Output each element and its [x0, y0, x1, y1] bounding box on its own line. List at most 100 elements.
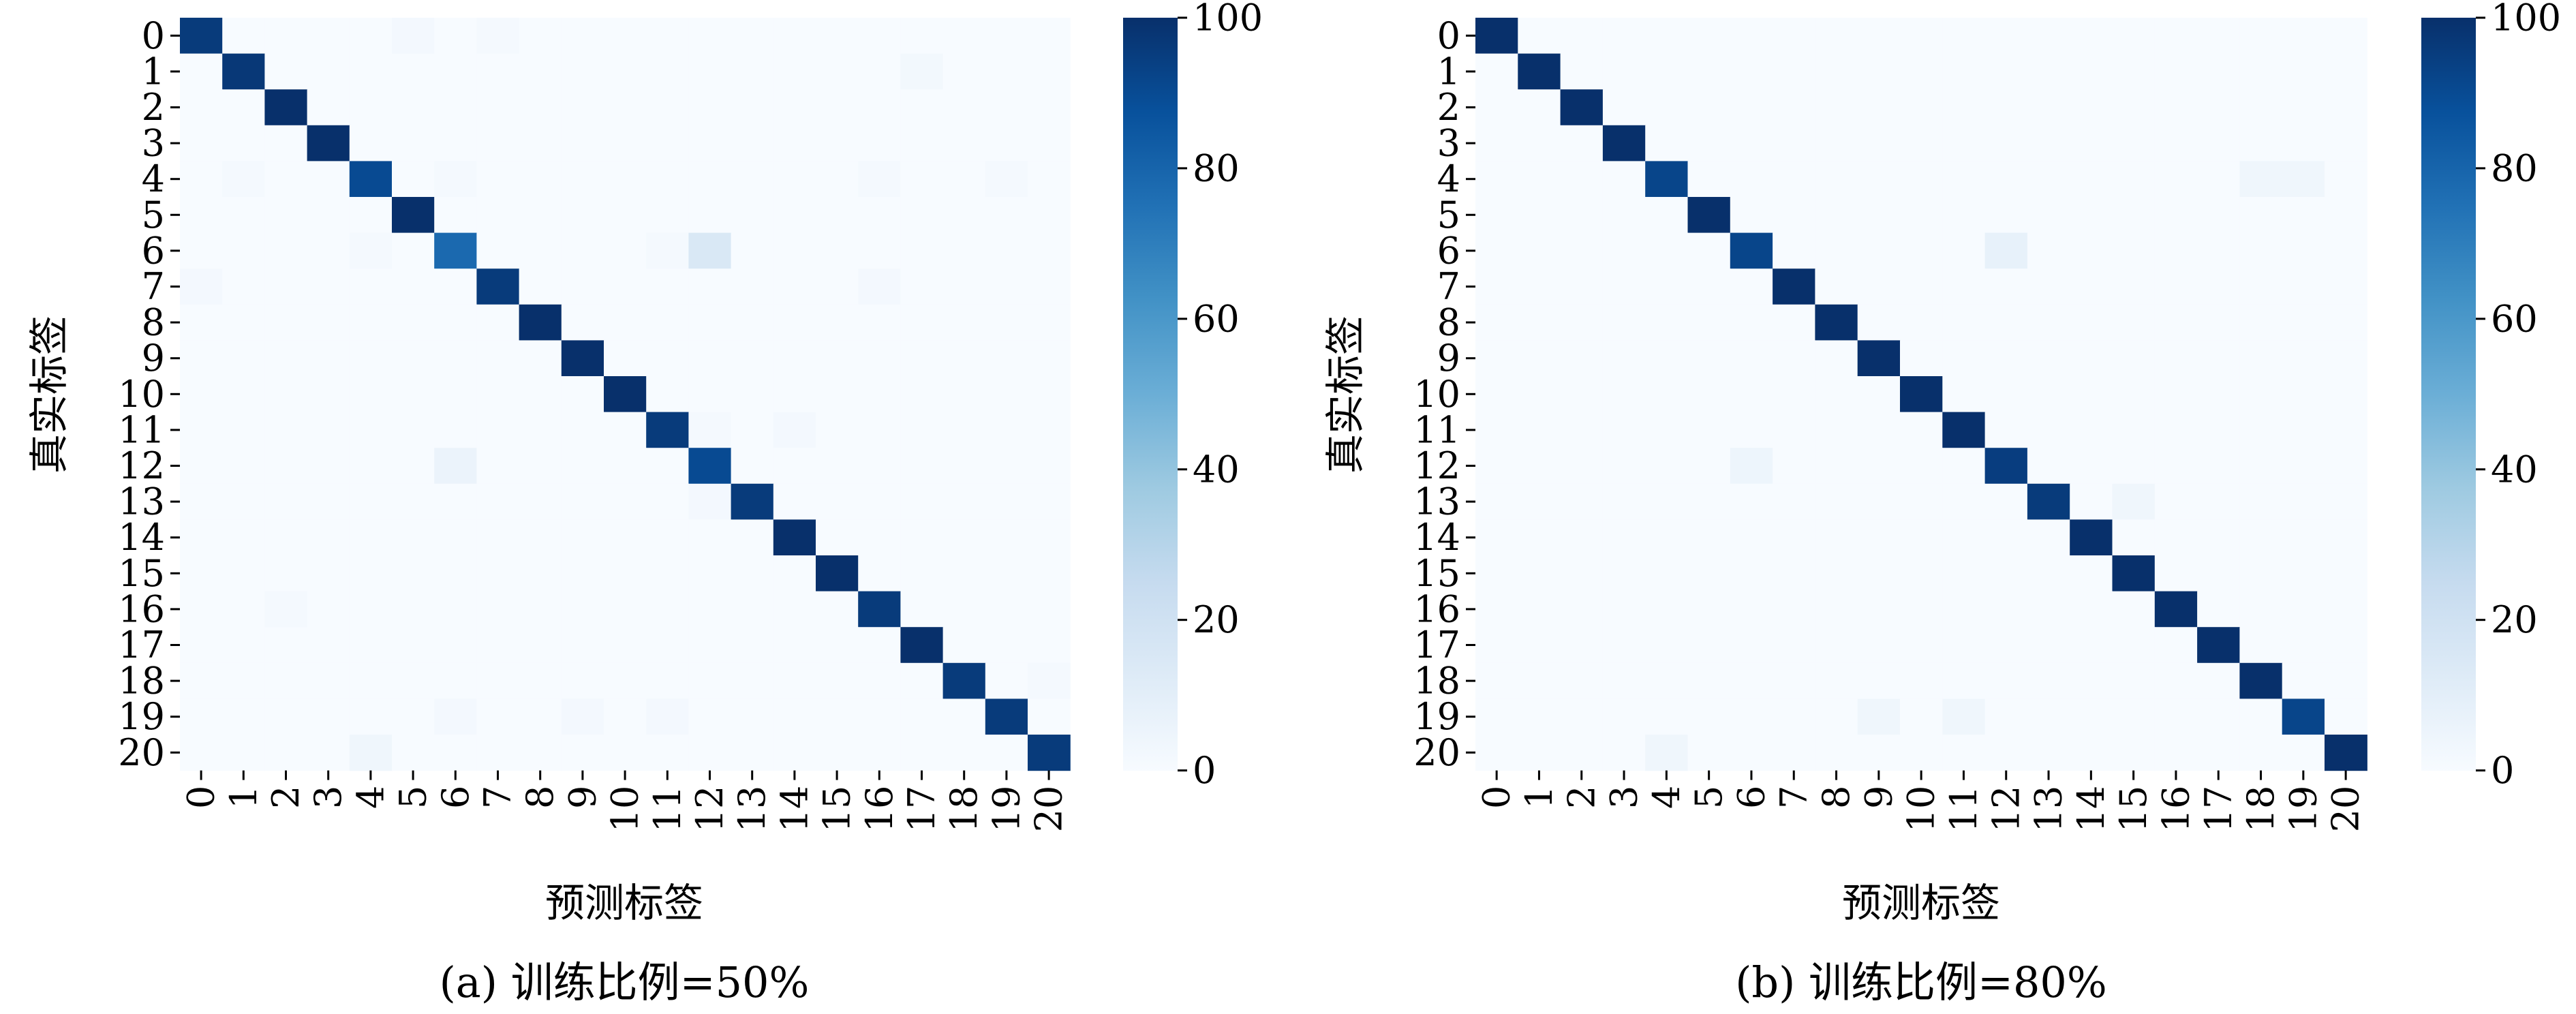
heatmap-cell: [688, 662, 732, 699]
heatmap-cell: [476, 18, 520, 55]
heatmap-cell: [942, 197, 986, 234]
heatmap-cell: [2325, 268, 2367, 305]
heatmap-cell: [858, 125, 901, 162]
y-tick-label: 2: [142, 86, 165, 129]
heatmap-cell: [900, 304, 944, 341]
heatmap-cell: [519, 340, 562, 377]
heatmap-cell: [561, 304, 604, 341]
heatmap-cell: [264, 662, 308, 699]
heatmap-cell: [2239, 268, 2283, 305]
heatmap-cell: [349, 412, 393, 448]
x-tick-label: 4: [1645, 786, 1688, 809]
heatmap-cell: [561, 483, 604, 520]
heatmap-cell: [900, 376, 944, 413]
x-tick-label: 15: [2112, 786, 2155, 833]
heatmap-cell: [222, 376, 265, 413]
y-tick-label: 13: [1413, 480, 1460, 523]
heatmap-cell: [900, 698, 944, 735]
heatmap-cell: [1857, 662, 1901, 699]
heatmap-cell: [264, 268, 308, 305]
heatmap-cell: [900, 125, 944, 162]
y-axis-label: 真实标签: [1322, 316, 1368, 474]
heatmap-cell: [604, 125, 647, 162]
x-tick-label: 15: [816, 786, 859, 833]
x-tick-label: 4: [349, 786, 392, 809]
x-tick-label: 16: [2154, 786, 2197, 833]
heatmap-cell: [858, 698, 901, 735]
heatmap-cell: [2112, 161, 2156, 198]
x-tick-label: 18: [942, 786, 985, 833]
heatmap-cell: [1687, 448, 1731, 485]
heatmap-cell: [2154, 412, 2198, 448]
heatmap-cell: [2112, 340, 2156, 377]
heatmap-cell: [1773, 555, 1815, 592]
heatmap-cell: [1857, 483, 1901, 520]
heatmap-cell: [2027, 591, 2070, 628]
heatmap-cell: [942, 268, 986, 305]
heatmap-cell: [2282, 662, 2325, 699]
heatmap-cell: [1602, 448, 1646, 485]
heatmap-cell: [264, 627, 308, 664]
heatmap-cell: [434, 662, 477, 699]
heatmap-cell: [222, 232, 265, 269]
heatmap-cell: [2027, 376, 2070, 413]
heatmap-cell: [942, 448, 986, 485]
heatmap-cell: [1773, 735, 1815, 771]
y-tick-label: 0: [1437, 14, 1460, 57]
heatmap-cell: [1518, 483, 1561, 520]
heatmap-cell: [646, 735, 689, 771]
heatmap-cell: [1475, 662, 1518, 699]
heatmap-cell: [2027, 53, 2070, 90]
heatmap-cell: [1602, 197, 1646, 234]
heatmap-cell: [1730, 161, 1773, 198]
heatmap-cell: [688, 18, 732, 55]
heatmap-cell: [349, 125, 393, 162]
heatmap-cell: [604, 161, 647, 198]
heatmap-cell: [2197, 53, 2240, 90]
heatmap-cell: [858, 53, 901, 90]
heatmap-cell: [180, 232, 223, 269]
heatmap-cell: [1730, 519, 1773, 556]
heatmap-cell: [561, 698, 604, 735]
heatmap-cell: [2070, 555, 2113, 592]
heatmap-cell: [434, 340, 477, 377]
heatmap-cell: [1984, 304, 2028, 341]
heatmap-cell: [519, 304, 562, 341]
heatmap-cell: [392, 197, 435, 234]
heatmap-cell: [392, 89, 435, 126]
heatmap-cell: [816, 627, 859, 664]
heatmap-cell: [688, 197, 732, 234]
heatmap-cell: [1028, 53, 1071, 90]
heatmap-cell: [773, 627, 816, 664]
heatmap-cell: [349, 735, 393, 771]
colorbar-tick-label: 40: [2491, 448, 2538, 491]
heatmap-cell: [1815, 53, 1858, 90]
heatmap-cell: [1984, 519, 2028, 556]
heatmap-cell: [604, 662, 647, 699]
heatmap-cell: [604, 376, 647, 413]
heatmap-cell: [2239, 53, 2283, 90]
heatmap-cell: [1602, 18, 1646, 55]
heatmap-cell: [646, 197, 689, 234]
heatmap-cell: [1518, 376, 1561, 413]
heatmap-cell: [2197, 18, 2240, 55]
heatmap-cell: [985, 89, 1028, 126]
heatmap-cell: [349, 627, 393, 664]
heatmap-cell: [349, 268, 393, 305]
heatmap-cell: [2239, 340, 2283, 377]
heatmap-cell: [1687, 53, 1731, 90]
heatmap-cell: [2112, 483, 2156, 520]
heatmap-cell: [222, 18, 265, 55]
heatmap-cell: [2112, 304, 2156, 341]
heatmap-cell: [434, 18, 477, 55]
heatmap-cell: [1942, 376, 1986, 413]
heatmap-cell: [1475, 304, 1518, 341]
heatmap-cell: [816, 448, 859, 485]
heatmap-cell: [2154, 483, 2198, 520]
heatmap-cell: [1815, 519, 1858, 556]
heatmap-cell: [434, 53, 477, 90]
heatmap-cell: [1645, 18, 1689, 55]
heatmap-cell: [434, 376, 477, 413]
heatmap-cell: [688, 735, 732, 771]
